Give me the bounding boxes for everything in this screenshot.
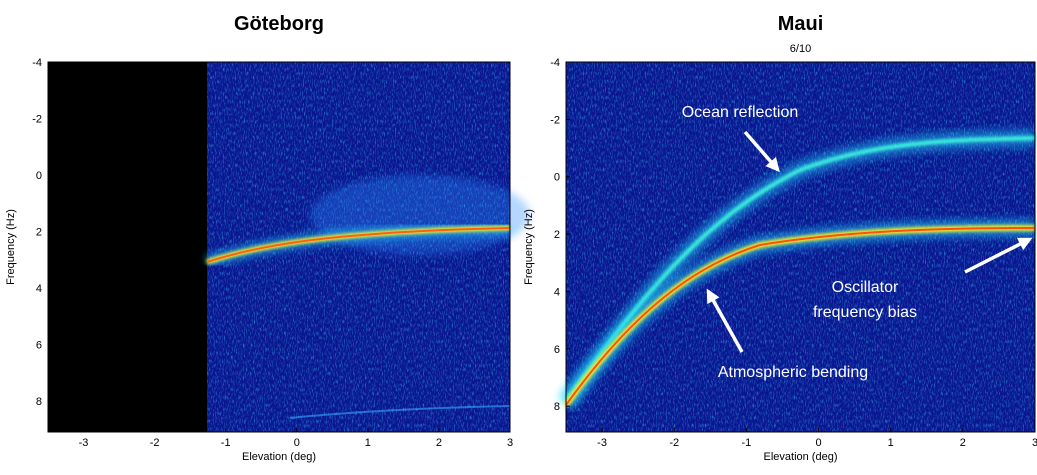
- x-tick-label: 3: [1032, 437, 1037, 449]
- x-tick-label: -3: [79, 437, 89, 449]
- x-tick-label: -2: [669, 437, 679, 449]
- chart-title: Göteborg: [234, 13, 324, 35]
- annotation: Atmospheric bending: [718, 364, 868, 381]
- x-tick-label: -3: [597, 437, 607, 449]
- x-tick-label: 1: [365, 437, 371, 449]
- x-tick-label: -1: [221, 437, 231, 449]
- x-tick-label: 0: [294, 437, 300, 449]
- x-tick-label: -1: [741, 437, 751, 449]
- annotation: Oscillator: [832, 279, 899, 296]
- y-axis-label: Frequency (Hz): [523, 209, 535, 285]
- y-tick-label: -2: [550, 114, 560, 126]
- annotation: frequency bias: [813, 304, 917, 321]
- x-tick-label: 2: [960, 437, 966, 449]
- chart-subtitle: 6/10: [790, 43, 811, 55]
- x-tick-label: 0: [815, 437, 821, 449]
- y-tick-label: 8: [36, 396, 42, 408]
- x-tick-label: -2: [150, 437, 160, 449]
- y-tick-label: 2: [36, 226, 42, 238]
- y-tick-label: 4: [554, 286, 560, 298]
- y-tick-label: 6: [36, 339, 42, 351]
- y-tick-label: 2: [554, 229, 560, 241]
- ridge: [204, 221, 511, 419]
- x-tick-label: 1: [888, 437, 894, 449]
- axes-frame: [47, 61, 511, 433]
- y-tick-label: 0: [36, 170, 42, 182]
- y-tick-label: -4: [32, 57, 42, 69]
- y-tick-label: -4: [550, 57, 560, 69]
- y-axis-label: Frequency (Hz): [5, 209, 17, 285]
- y-tick-label: 0: [554, 172, 560, 184]
- y-tick-label: 8: [554, 401, 560, 413]
- x-tick-label: 3: [507, 437, 513, 449]
- y-tick-label: -2: [32, 113, 42, 125]
- axes-frame: [565, 61, 1036, 433]
- x-axis-label: Elevation (deg): [242, 451, 316, 463]
- annotation: Ocean reflection: [682, 104, 799, 121]
- arrows: [706, 130, 1033, 353]
- chart-title: Maui: [778, 13, 824, 35]
- masked-region: [48, 62, 207, 432]
- x-axis-label: Elevation (deg): [764, 451, 838, 463]
- y-tick-label: 4: [36, 283, 42, 295]
- y-tick-label: 6: [554, 344, 560, 356]
- ridge: [558, 129, 1036, 411]
- x-tick-label: 2: [436, 437, 442, 449]
